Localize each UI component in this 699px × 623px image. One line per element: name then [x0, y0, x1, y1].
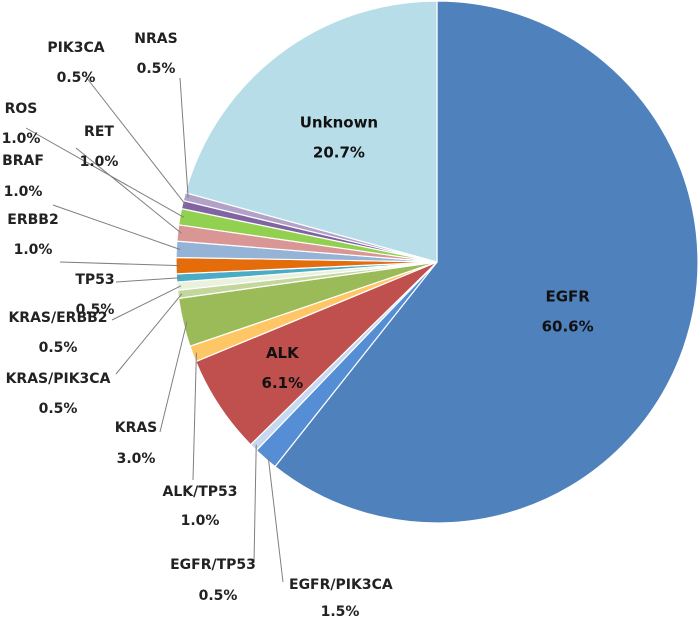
slice-value-braf: 1.0% — [4, 184, 43, 200]
slice-value-ret: 1.0% — [80, 154, 119, 170]
slice-value-nras: 0.5% — [137, 61, 176, 77]
leader-line-braf — [52, 204, 181, 250]
slice-label-kras: KRAS — [115, 420, 158, 436]
slice-value-unknown: 20.7% — [313, 143, 365, 161]
pie-slice-egfr — [274, 0, 699, 524]
slice-label-egfr-tp53: EGFR/TP53 — [170, 557, 256, 573]
leader-line-kras-pik3ca — [115, 293, 183, 375]
leader-line-ret — [75, 147, 182, 234]
leader-lines — [25, 76, 284, 583]
slice-value-egfr-pik3ca: 1.5% — [321, 604, 360, 620]
leader-line-egfr-pik3ca — [267, 455, 284, 583]
leader-line-ros — [25, 127, 185, 218]
leader-line-pik3ca — [85, 76, 187, 206]
slice-value-erbb2: 1.0% — [14, 242, 53, 258]
slice-label-egfr-pik3ca: EGFR/PIK3CA — [289, 577, 393, 593]
leader-line-tp53 — [115, 277, 181, 283]
slice-label-ros: ROS — [5, 101, 38, 117]
slice-value-egfr: 60.6% — [542, 317, 594, 335]
slice-value-kras-pik3ca: 0.5% — [39, 401, 78, 417]
slice-label-alk: ALK — [266, 344, 300, 362]
leader-line-nras — [179, 77, 189, 198]
slice-label-nras: NRAS — [134, 31, 177, 47]
slice-label-kras-pik3ca: KRAS/PIK3CA — [6, 371, 111, 387]
leader-line-alk-tp53 — [192, 352, 197, 481]
slice-label-ret: RET — [84, 124, 114, 140]
slice-label-egfr: EGFR — [545, 287, 590, 305]
slice-value-ros: 1.0% — [2, 131, 41, 147]
slice-value-kras-erbb2: 0.5% — [39, 340, 78, 356]
slice-label-pik3ca: PIK3CA — [47, 40, 104, 56]
leader-line-erbb2 — [59, 261, 180, 267]
pie-slices — [175, 0, 699, 524]
slice-value-kras: 3.0% — [117, 451, 156, 467]
slice-label-kras-erbb2: KRAS/ERBB2 — [8, 310, 107, 326]
slice-labels: EGFR 60.6% EGFR/PIK3CA 1.5% EGFR/TP53 0.5% ALK… — [2, 31, 594, 620]
leader-line-kras-erbb2 — [111, 285, 182, 321]
slice-value-egfr-tp53: 0.5% — [199, 588, 238, 604]
slice-label-unknown: Unknown — [300, 113, 378, 131]
slice-value-pik3ca: 0.5% — [57, 70, 96, 86]
slice-value-alk: 6.1% — [262, 374, 304, 392]
slice-value-tp53: 0.5% — [76, 302, 115, 318]
leader-line-egfr-tp53 — [253, 444, 257, 564]
pie-slice-unknown — [184, 0, 438, 263]
slice-label-alk-tp53: ALK/TP53 — [162, 484, 237, 500]
slice-label-erbb2: ERBB2 — [7, 212, 58, 228]
slice-label-tp53: TP53 — [75, 272, 114, 288]
slice-value-alk-tp53: 1.0% — [181, 513, 220, 529]
slice-label-braf: BRAF — [2, 153, 44, 169]
leader-line-kras — [159, 321, 188, 433]
